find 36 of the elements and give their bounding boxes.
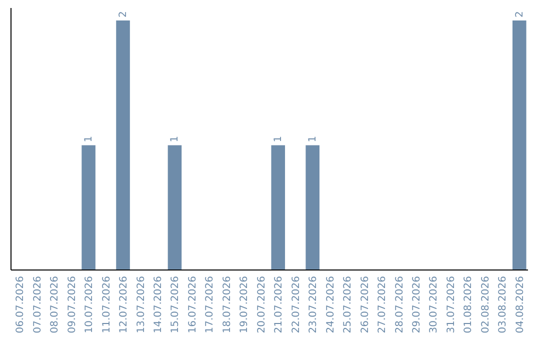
x-tick-label: 25.07.2026	[342, 276, 354, 334]
data-label: 1	[84, 136, 95, 142]
x-tick-label: 31.07.2026	[446, 276, 457, 334]
x-tick-label: 15.07.2026	[170, 276, 182, 334]
x-tick-label: 17.07.2026	[204, 276, 216, 334]
x-tick-label: 16.07.2026	[187, 276, 198, 334]
x-tick-label: 20.07.2026	[256, 276, 268, 334]
x-tick-label: 14.07.2026	[152, 276, 164, 334]
x-tick-label: 12.07.2026	[118, 276, 130, 334]
data-label: 1	[273, 136, 284, 142]
x-tick-label: 13.07.2026	[136, 276, 147, 334]
data-label: 1	[308, 136, 319, 142]
x-tick-label: 26.07.2026	[360, 276, 371, 334]
x-tick-label: 28.07.2026	[394, 276, 406, 334]
x-tick-label: 10.07.2026	[84, 276, 96, 334]
data-label: 1	[170, 136, 181, 142]
x-tick-label: 22.07.2026	[290, 276, 302, 334]
x-tick-label: 21.07.2026	[274, 276, 285, 334]
x-tick-label: 04.08.2026	[514, 276, 526, 334]
x-tick-label: 23.07.2026	[308, 276, 320, 334]
x-tick-label: 29.07.2026	[411, 276, 422, 334]
data-label: 2	[514, 11, 526, 18]
x-tick-label: 08.07.2026	[50, 276, 61, 334]
x-tick-label: 30.07.2026	[428, 276, 440, 334]
x-tick-label: 01.08.2026	[463, 276, 474, 334]
x-tick-label: 07.07.2026	[32, 276, 44, 334]
x-tick-label: 11.07.2026	[101, 276, 112, 334]
x-tick-label: 06.07.2026	[15, 276, 26, 334]
x-tick-label: 24.07.2026	[325, 276, 336, 334]
x-tick-label: 27.07.2026	[377, 276, 388, 334]
x-tick-label: 09.07.2026	[66, 276, 78, 334]
x-tick-label: 03.08.2026	[498, 276, 509, 334]
x-tick-label: 19.07.2026	[239, 276, 250, 334]
data-label: 2	[118, 11, 130, 18]
x-tick-label: 18.07.2026	[222, 276, 233, 334]
x-tick-label: 02.08.2026	[480, 276, 492, 334]
